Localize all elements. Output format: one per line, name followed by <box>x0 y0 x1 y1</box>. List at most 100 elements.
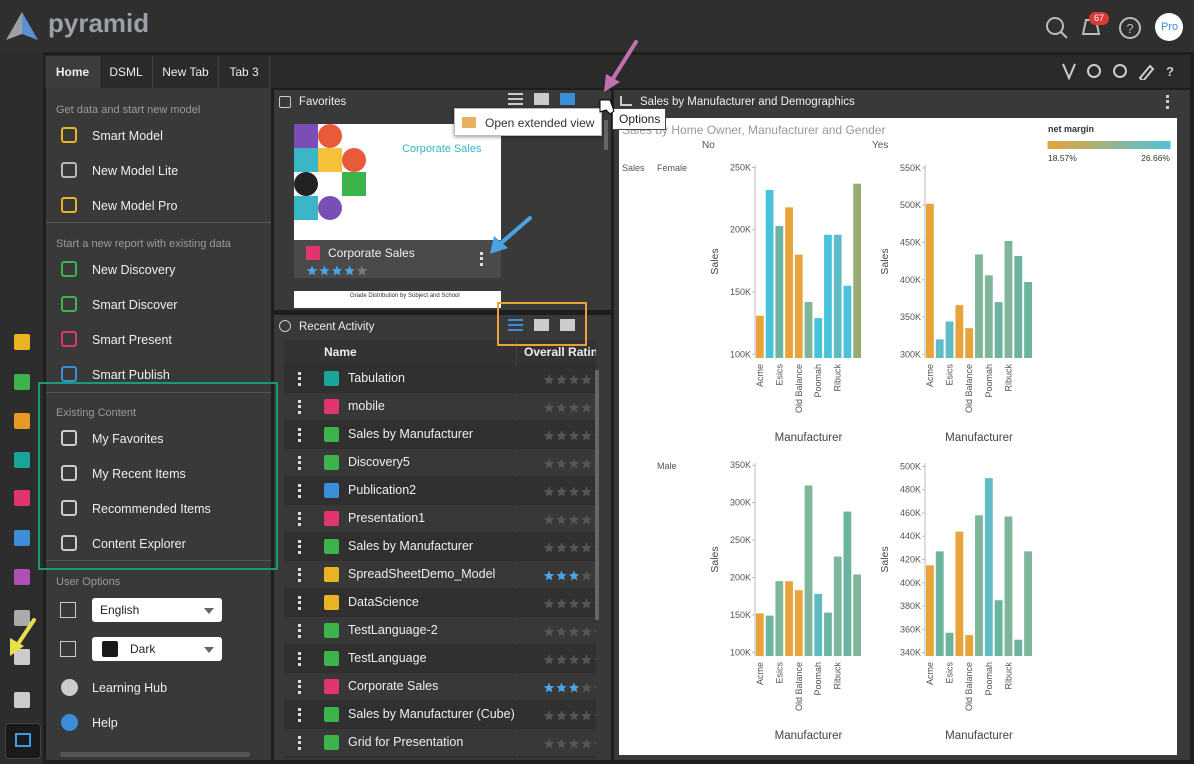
menu-item[interactable]: My Recent Items <box>92 467 186 481</box>
bar <box>1014 255 1023 358</box>
menu-item[interactable]: Smart Discover <box>92 298 178 312</box>
y-tick-label: 420K <box>900 555 921 565</box>
tab[interactable]: DSML <box>100 56 153 88</box>
menu-item[interactable]: Content Explorer <box>92 537 186 551</box>
menu-link[interactable]: Learning Hub <box>92 681 168 695</box>
x-tick-label: Acme <box>755 364 765 387</box>
row-menu <box>298 512 301 526</box>
rating <box>543 457 596 469</box>
card-icon <box>306 246 320 260</box>
y-axis-title: Sales <box>709 546 721 572</box>
rail-icon <box>14 530 30 546</box>
menu-divider <box>46 560 271 561</box>
menu-item[interactable]: New Model Lite <box>92 164 179 178</box>
row-name: Sales by Manufacturer (Cube) <box>348 707 515 721</box>
star <box>568 682 580 693</box>
star <box>543 682 555 693</box>
table-row[interactable]: Sales by Manufacturer <box>284 533 596 560</box>
table-row[interactable]: Grid for Presentation <box>284 729 596 756</box>
row-name: Presentation1 <box>348 511 426 525</box>
view-icons <box>508 318 578 332</box>
x-tick-label: Ribuck <box>833 364 843 392</box>
menu-item[interactable]: New Model Pro <box>92 199 178 213</box>
rating <box>543 625 596 637</box>
rating <box>543 485 596 497</box>
bar <box>984 275 993 358</box>
table-row[interactable]: TestLanguage <box>284 645 596 672</box>
star <box>319 265 330 276</box>
table-row[interactable]: Publication2 <box>284 477 596 504</box>
bar <box>925 203 934 358</box>
notification-badge[interactable]: 67 <box>1089 12 1109 25</box>
star <box>543 738 555 749</box>
bar <box>804 301 813 358</box>
y-tick-label: 350K <box>730 460 751 470</box>
avatar[interactable]: Pro <box>1161 21 1179 33</box>
row-menu <box>298 456 301 470</box>
favorite-card[interactable]: Corporate Sales Corporate Sales <box>294 124 501 278</box>
star <box>568 514 580 525</box>
star <box>568 598 580 609</box>
star <box>543 430 555 441</box>
context-menu[interactable]: Open extended view <box>454 108 602 136</box>
dropdown[interactable]: English <box>92 598 222 622</box>
rating <box>543 373 596 385</box>
star <box>306 265 318 276</box>
table-row[interactable]: mobile <box>284 393 596 420</box>
thumbnail-title: Grade Distribution by Subject and School <box>350 293 460 299</box>
menu-item[interactable]: Smart Model <box>92 129 163 143</box>
x-axis-title: Manufacturer <box>945 432 1013 444</box>
x-tick-label: Esics <box>774 364 784 386</box>
tab[interactable]: Tab 3 <box>219 56 270 88</box>
star <box>556 374 567 385</box>
y-tick-label: 550K <box>900 163 921 173</box>
menu-item[interactable]: New Discovery <box>92 263 176 277</box>
column-header[interactable]: Name <box>324 345 357 359</box>
bar <box>843 285 852 358</box>
rail-icon <box>14 374 30 390</box>
tab[interactable]: New Tab <box>153 56 219 88</box>
top-bar <box>0 0 1194 52</box>
row-menu <box>298 568 301 582</box>
star <box>581 626 592 637</box>
thumbnail: Corporate Sales <box>294 124 501 240</box>
stars <box>543 570 596 581</box>
tab[interactable]: Home <box>46 56 100 88</box>
menu-icon <box>61 127 77 143</box>
table-row[interactable]: Sales by Manufacturer (Cube) <box>284 701 596 728</box>
table-row[interactable]: Discovery5 <box>284 449 596 476</box>
option-icon <box>60 602 76 618</box>
table-row[interactable]: Tabulation <box>284 365 596 392</box>
dropdown-caret <box>204 608 214 614</box>
menu-item[interactable]: Recommended Items <box>92 502 211 516</box>
rating <box>543 513 596 525</box>
bar <box>955 531 964 656</box>
table-row[interactable]: Corporate Sales <box>284 673 596 700</box>
thumb-shape <box>318 196 342 220</box>
x-tick-label: Ribuck <box>833 662 843 690</box>
table-row[interactable]: SpreadSheetDemo_Model <box>284 561 596 588</box>
menu-item[interactable]: Smart Publish <box>92 368 170 382</box>
table-row[interactable]: Sales by Manufacturer <box>284 421 596 448</box>
menu-item[interactable]: Smart Present <box>92 333 172 347</box>
y-tick-label: 440K <box>900 531 921 541</box>
row-name: DataScience <box>348 595 419 609</box>
dropdown[interactable]: Dark <box>92 637 222 661</box>
table-row[interactable]: Presentation1 <box>284 505 596 532</box>
star <box>344 265 355 276</box>
table-row[interactable]: DataScience <box>284 589 596 616</box>
star <box>568 738 580 749</box>
bar <box>814 593 823 656</box>
x-tick-label: Poomah <box>984 662 994 696</box>
bar <box>984 478 993 656</box>
menu-item[interactable]: My Favorites <box>92 432 164 446</box>
column-header[interactable]: Overall Rating <box>524 345 596 359</box>
menu-icon <box>61 430 77 446</box>
rating <box>543 737 596 749</box>
stars <box>543 402 596 413</box>
row-name: Corporate Sales <box>348 679 439 693</box>
table-row[interactable]: TestLanguage-2 <box>284 617 596 644</box>
menu-link[interactable]: Help <box>92 716 118 730</box>
row-menu <box>298 708 301 722</box>
column-header: No <box>702 140 715 151</box>
